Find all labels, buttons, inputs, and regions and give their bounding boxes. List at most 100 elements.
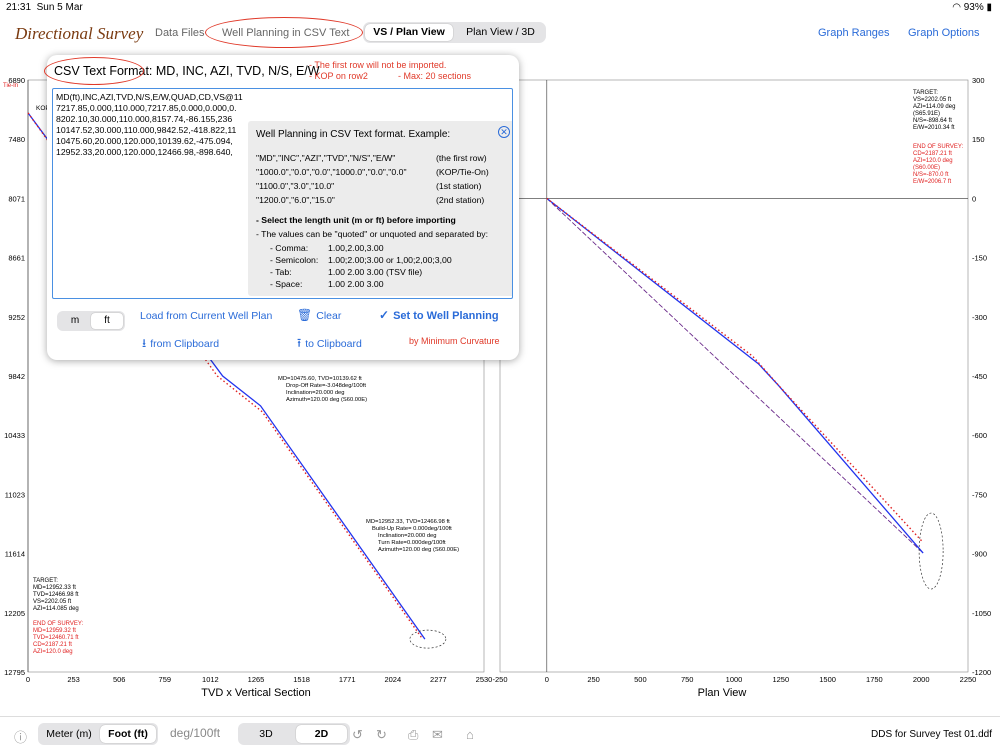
print-icon[interactable]: ⎙ bbox=[408, 727, 419, 742]
example-csv: "MD","INC","AZI","TVD","N/S","E/W" bbox=[256, 153, 396, 163]
foot-button[interactable]: Foot (ft) bbox=[100, 725, 156, 743]
vs-target-ellipse bbox=[409, 629, 447, 649]
separator-value: 1.00 2.00 3.00 (TSV file) bbox=[328, 267, 423, 277]
vs-x-tick: 253 bbox=[67, 675, 80, 684]
vs-y-tick: 11614 bbox=[5, 550, 25, 559]
csv-example-panel: Well Planning in CSV Text format. Exampl… bbox=[248, 121, 512, 296]
unit-segmented-control: m ft bbox=[57, 311, 125, 331]
clear-button[interactable]: 🗑 Clear bbox=[297, 308, 342, 322]
csv-line: 10147.52,30.000,110.000,9842.52,-418.822… bbox=[56, 125, 237, 135]
example-title: Well Planning in CSV Text format. Exampl… bbox=[256, 129, 451, 140]
vs-annotation-mid: Azimuth=120.00 deg (S60.00E) bbox=[286, 397, 367, 403]
vs-y-tick: 7480 bbox=[8, 135, 25, 144]
plan-plot-frame bbox=[499, 79, 969, 673]
csv-lines: MD(ft),INC,AZI,TVD,N/S,E/W,QUAD,CD,VS@11… bbox=[53, 89, 512, 158]
vs-annotation-mid: MD=10475.60, TVD=10139.62 ft bbox=[278, 376, 362, 382]
mail-icon[interactable]: ✉ bbox=[432, 727, 443, 742]
bottom-toolbar: ⓘ Meter (m) Foot (ft) deg/100ft 3D 2D ↺ … bbox=[0, 716, 1000, 750]
plan-y-tick: -600 bbox=[972, 431, 987, 440]
info-icon[interactable]: ⓘ bbox=[14, 730, 28, 745]
plan-actual-line bbox=[546, 197, 923, 543]
vs-annotation-end: MD=12952.33, TVD=12466.98 ft bbox=[366, 519, 450, 525]
vs-annotation-mid: Drop-Off Rate=-3.048deg/100ft bbox=[286, 383, 366, 389]
min-curvature-label: by Minimum Curvature bbox=[409, 336, 500, 346]
plan-end-survey-info: CD=2187.21 ft bbox=[913, 151, 952, 157]
from-clipboard-button[interactable]: ⭳ from Clipboard bbox=[142, 334, 219, 355]
csv-text-area[interactable]: MD(ft),INC,AZI,TVD,N/S,E/W,QUAD,CD,VS@11… bbox=[52, 88, 513, 299]
example-csv: "1000.0","0.0","0.0","1000.0","0.0","0.0… bbox=[256, 167, 407, 177]
plan-x-tick: 750 bbox=[681, 675, 694, 684]
rotate-right-icon[interactable]: ↻ bbox=[376, 727, 387, 742]
3d-button[interactable]: 3D bbox=[259, 728, 273, 740]
separator-note: - The values can be "quoted" or unquoted… bbox=[256, 229, 489, 239]
dimension-control: 3D 2D bbox=[238, 723, 350, 745]
vs-target-info: VS=2202.05 ft bbox=[33, 599, 72, 605]
vs-chart-title: TVD x Vertical Section bbox=[201, 687, 310, 699]
plan-view-3d-tab[interactable]: Plan View / 3D bbox=[466, 26, 535, 38]
csv-title-highlight bbox=[44, 57, 144, 85]
vs-x-tick: 2530 bbox=[476, 675, 493, 684]
trash-icon: 🗑 bbox=[297, 308, 313, 322]
plan-x-tick: 1750 bbox=[866, 675, 883, 684]
load-current-button[interactable]: Load from Current Well Plan bbox=[140, 310, 273, 322]
csv-line: MD(ft),INC,AZI,TVD,N/S,E/W,QUAD,CD,VS@11 bbox=[56, 92, 243, 102]
vs-x-tick: 2277 bbox=[430, 675, 447, 684]
unit-note: - Select the length unit (m or ft) befor… bbox=[256, 215, 456, 225]
status-time: 21:31 Sun 5 Mar bbox=[6, 2, 83, 13]
plan-x-tick: 500 bbox=[634, 675, 647, 684]
plan-y-tick: -300 bbox=[972, 313, 987, 322]
graph-ranges-button[interactable]: Graph Ranges bbox=[818, 27, 890, 39]
rotate-left-icon[interactable]: ↺ bbox=[352, 727, 363, 742]
vs-end-survey-info: TVD=12460.71 ft bbox=[33, 635, 79, 641]
vs-plan-view-tab[interactable]: VS / Plan View bbox=[365, 24, 453, 41]
separator-value: 1.00;2.00;3.00 or 1,00;2,00;3,00 bbox=[328, 255, 452, 265]
graph-options-button[interactable]: Graph Options bbox=[908, 27, 980, 39]
plan-x-tick: 2000 bbox=[913, 675, 930, 684]
plan-x-tick: 2250 bbox=[960, 675, 977, 684]
vs-y-tick: 9252 bbox=[8, 313, 25, 322]
vs-y-tick: 8071 bbox=[8, 194, 25, 203]
vs-target-info: TARGET: bbox=[33, 578, 58, 584]
plan-y-tick: 0 bbox=[972, 194, 976, 203]
plan-end-survey-info: END OF SURVEY: bbox=[913, 144, 964, 150]
separator-label: - Space: bbox=[270, 279, 303, 289]
plan-end-survey-info: AZI=120.0 deg bbox=[913, 158, 953, 164]
vs-target-info: TVD=12466.98 ft bbox=[33, 592, 79, 598]
vs-annotation-end: Inclination=20.000 deg bbox=[378, 533, 437, 539]
vs-y-tick: 12795 bbox=[4, 668, 25, 677]
csv-popover: CSV Text Format: MD, INC, AZI, TVD, N/S,… bbox=[44, 55, 519, 360]
home-icon[interactable]: ⌂ bbox=[466, 727, 474, 742]
vs-x-tick: 2024 bbox=[384, 675, 401, 684]
separator-label: - Tab: bbox=[270, 267, 292, 277]
2d-button[interactable]: 2D bbox=[296, 725, 347, 743]
plan-x-tick: 0 bbox=[545, 675, 549, 684]
unit-m-button[interactable]: m bbox=[70, 315, 80, 326]
plan-chart-title: Plan View bbox=[698, 687, 747, 699]
csv-line: 10475.60,20.000,120.000,10139.62,-475.09… bbox=[56, 136, 233, 146]
separator-value: 1.00 2.00 3.00 bbox=[328, 279, 384, 289]
vs-annotation-mid: Inclination=20.000 deg bbox=[286, 390, 345, 396]
plan-y-tick: -450 bbox=[972, 372, 987, 381]
vs-x-tick: 0 bbox=[26, 675, 30, 684]
plan-target-info: (S65.91E) bbox=[913, 111, 940, 117]
unit-ft-button[interactable]: ft bbox=[91, 313, 123, 329]
plan-y-tick: -1050 bbox=[972, 609, 991, 618]
vs-end-survey-info: CD=2187.21 ft bbox=[33, 642, 72, 648]
plan-x-tick: 250 bbox=[587, 675, 600, 684]
vs-y-tick: 9842 bbox=[8, 372, 25, 381]
plan-target-info: AZI=114.09 deg bbox=[913, 104, 955, 110]
vs-x-tick: 506 bbox=[113, 675, 126, 684]
plan-target-line bbox=[546, 198, 924, 554]
set-to-well-button[interactable]: ✓ Set to Well Planning bbox=[379, 308, 499, 322]
close-icon[interactable]: ✕ bbox=[498, 126, 510, 138]
data-files-button[interactable]: Data Files bbox=[155, 27, 205, 39]
plan-y-tick: 300 bbox=[972, 76, 985, 85]
to-clipboard-button[interactable]: ⭱ to Clipboard bbox=[297, 334, 362, 355]
plan-target-info: E/W=2010.34 ft bbox=[913, 125, 955, 131]
plan-end-survey-info: E/W=2006.7 ft bbox=[913, 179, 952, 185]
vs-y-tick: 10433 bbox=[4, 431, 25, 440]
meter-button[interactable]: Meter (m) bbox=[46, 728, 92, 740]
plan-x-tick: 1000 bbox=[726, 675, 743, 684]
plan-end-survey-info: N/S=-870.0 ft bbox=[913, 172, 949, 178]
vs-annotation-end: Turn Rate=0.000deg/100ft bbox=[378, 540, 446, 546]
